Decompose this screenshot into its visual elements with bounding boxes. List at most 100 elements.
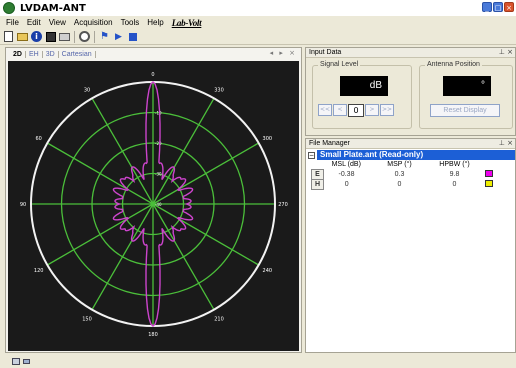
target-button[interactable] [78,30,91,43]
e-plane-trace [112,81,194,327]
antenna-position-display: ° [443,76,491,96]
connection-icon [23,359,30,364]
angle-label: 300 [263,136,273,142]
column-header-msp: MSP (°) [387,161,412,168]
angle-label: 30 [84,88,90,94]
menu-bar: File Edit View Acquisition Tools Help La… [0,16,516,29]
table-header-row: MSL (dB) MSP (°) HPBW (°) [312,160,498,169]
nav-last-button[interactable]: >> [380,104,394,116]
menu-tools[interactable]: Tools [120,18,140,27]
play-icon: ▶ [115,31,122,42]
maximize-button[interactable]: □ [493,2,503,12]
toolbar-separator [94,30,95,43]
file-tree-node[interactable]: − Small Plate.ant (Read-only) [306,150,515,160]
angle-label: 180 [148,332,158,338]
menu-view[interactable]: View [48,18,66,27]
file-tree: − Small Plate.ant (Read-only) MSL (dB) M… [306,150,515,190]
row-label-e[interactable]: E [311,168,324,180]
cell-hpbw: 0 [452,180,457,188]
angle-label: 330 [214,88,224,94]
polar-plot-svg: 0 30 60 90 120 150 180 210 240 270 300 330 -10 -20 -30… [20,72,288,338]
polar-plot: 0 30 60 90 120 150 180 210 240 270 300 330 -10 -20 -30… [8,61,299,351]
info-icon: i [31,31,42,42]
grid-radial-line [91,203,154,310]
window-title: LVDAM-ANT [20,2,86,14]
file-manager-title: File Manager [309,140,350,147]
angle-label: 90 [20,202,26,208]
angle-label: 120 [34,268,44,274]
nav-prev-button[interactable]: < [333,104,347,116]
window-controls: _ □ × [482,2,514,12]
nav-first-button[interactable]: << [318,104,332,116]
color-swatch[interactable] [484,170,493,178]
tab-2d[interactable]: 2D [10,50,26,58]
tab-3d[interactable]: 3D [43,50,59,58]
ring-label: -30 [155,172,162,177]
angle-label: 240 [263,268,273,274]
input-data-title: Input Data [309,49,342,56]
color-swatch[interactable] [484,180,493,188]
cell-msl: 0 [344,180,349,188]
row-label-h[interactable]: H [311,178,324,190]
minimize-button[interactable]: _ [482,2,492,12]
angle-label: 210 [214,316,224,322]
tab-nav-controls[interactable]: ◂ ▸ × [269,49,297,57]
ring-label: -40 [155,202,162,207]
print-icon [59,32,70,41]
table-row[interactable]: E -0.38 0.3 9.8 [311,168,498,180]
play-button[interactable]: ▶ [112,30,125,43]
reset-display-button[interactable]: Reset Display [430,104,500,117]
flag-icon: ⚑ [100,31,109,42]
angle-label: 0 [151,72,154,78]
cell-color[interactable] [480,169,498,179]
cell-hpbw: 9.8 [449,170,460,178]
panel-pin-close-icon[interactable]: ⊥ × [498,48,513,56]
grid-radial-line [47,142,154,205]
cell-msp: 0 [397,180,402,188]
signal-level-display: dB [340,76,388,96]
info-button[interactable]: i [30,30,43,43]
save-button[interactable] [44,30,57,43]
column-header-hpbw: HPBW (°) [439,161,470,168]
save-icon [45,31,56,42]
print-button[interactable] [58,30,71,43]
toolbar-separator [74,30,75,43]
angle-label: 270 [278,202,288,208]
menu-help[interactable]: Help [147,18,164,27]
nav-position-input[interactable]: 0 [348,104,364,117]
open-button[interactable] [16,30,29,43]
input-data-header: Input Data ⊥ × [306,48,515,58]
angle-label: 60 [35,136,41,142]
file-name-label[interactable]: Small Plate.ant (Read-only) [317,150,515,160]
app-logo-icon [3,2,15,14]
antenna-position-group: Antenna Position ° Reset Display [419,61,513,129]
close-button[interactable]: × [504,2,514,12]
flag-button[interactable]: ⚑ [98,30,111,43]
signal-level-group: Signal Level dB << < 0 > >> [312,61,412,129]
tab-cartesian[interactable]: Cartesian [59,50,96,58]
lab-volt-logo: Lab-Volt [171,17,202,28]
stop-button[interactable] [126,30,139,43]
menu-file[interactable]: File [6,18,19,27]
table-row[interactable]: H 0 0 0 [311,178,498,190]
open-folder-icon [17,32,28,41]
tab-eh[interactable]: EH [26,50,43,58]
toolbar: i ⚑ ▶ [0,29,516,45]
ring-label: -10 [155,111,162,116]
panel-pin-close-icon[interactable]: ⊥ × [498,139,513,147]
new-document-button[interactable] [2,30,15,43]
grid-radial-line [91,98,154,205]
ring-label: -20 [155,141,162,146]
nav-next-button[interactable]: > [365,104,379,116]
stop-icon [128,32,137,41]
grid-radial-line [152,203,215,310]
collapse-toggle-icon[interactable]: − [308,151,315,159]
input-data-panel: Input Data ⊥ × Signal Level dB << < 0 > … [305,47,516,136]
signal-level-label: Signal Level [318,61,361,68]
target-icon [79,31,90,42]
file-stats-table: MSL (dB) MSP (°) HPBW (°) E -0.38 0.3 9.… [311,160,498,190]
menu-edit[interactable]: Edit [26,18,41,27]
cell-color[interactable] [480,179,498,189]
menu-acquisition[interactable]: Acquisition [73,18,113,27]
